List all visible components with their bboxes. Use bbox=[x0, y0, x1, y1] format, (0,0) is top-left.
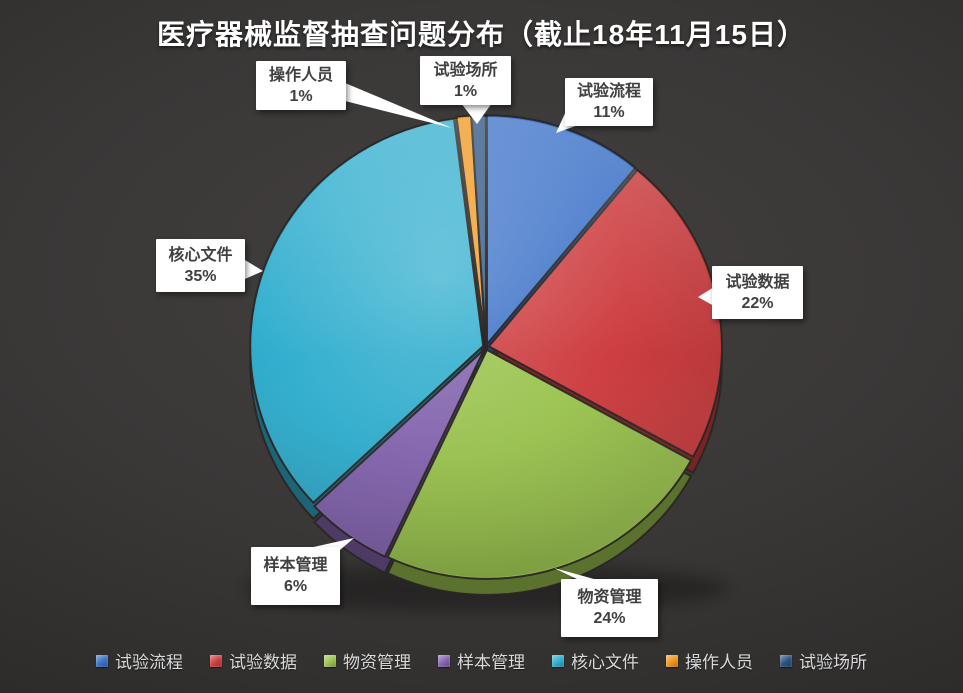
data-label-percent: 1% bbox=[453, 82, 478, 100]
data-label-category: 试验流程 bbox=[576, 83, 641, 100]
legend-item-2: 物资管理 bbox=[324, 648, 411, 673]
legend-label: 试验场所 bbox=[799, 653, 867, 672]
data-label-callout-4: 核心文件 35% bbox=[156, 239, 245, 292]
data-label-category: 核心文件 bbox=[168, 246, 233, 264]
data-label-percent: 24% bbox=[593, 610, 626, 627]
legend-item-3: 样本管理 bbox=[438, 648, 525, 673]
data-label-callout-3: 样本管理 6% bbox=[251, 547, 340, 605]
data-label-callout-5: 操作人员 1% bbox=[256, 61, 346, 110]
data-label-percent: 22% bbox=[741, 294, 774, 312]
data-label-percent: 35% bbox=[184, 267, 217, 285]
legend-marker-icon bbox=[780, 654, 792, 667]
callout-pointer-6 bbox=[461, 103, 492, 124]
data-label-callout-0: 试验流程 11% bbox=[565, 78, 653, 126]
legend-label: 操作人员 bbox=[685, 653, 753, 672]
legend-label: 试验流程 bbox=[115, 653, 183, 672]
legend-marker-icon bbox=[210, 654, 222, 667]
legend-item-0: 试验流程 bbox=[96, 648, 183, 673]
callout-pointer-4 bbox=[245, 260, 263, 279]
chart-legend: 试验流程 试验数据 物资管理 样本管理 核心文件 操作人员 试验场所 bbox=[0, 648, 963, 673]
legend-label: 物资管理 bbox=[343, 653, 411, 672]
legend-item-5: 操作人员 bbox=[666, 648, 753, 673]
legend-marker-icon bbox=[96, 654, 108, 667]
data-label-percent: 11% bbox=[593, 104, 625, 121]
legend-marker-icon bbox=[552, 654, 564, 667]
data-label-percent: 6% bbox=[283, 578, 308, 595]
legend-item-1: 试验数据 bbox=[210, 648, 297, 673]
chart-title: 医疗器械监督抽查问题分布（截止18年11月15日） bbox=[157, 19, 806, 50]
legend-label: 试验数据 bbox=[229, 653, 297, 672]
callout-pointer-1 bbox=[698, 287, 714, 306]
legend-marker-icon bbox=[324, 654, 336, 667]
callout-pointer-2 bbox=[554, 568, 605, 582]
data-label-callout-1: 试验数据 22% bbox=[712, 266, 803, 319]
data-label-percent: 1% bbox=[289, 87, 313, 105]
legend-item-6: 试验场所 bbox=[780, 648, 867, 673]
callout-pointer-5 bbox=[345, 83, 452, 128]
legend-label: 样本管理 bbox=[457, 653, 525, 672]
data-label-callout-6: 试验场所 1% bbox=[420, 56, 511, 105]
legend-marker-icon bbox=[438, 654, 450, 667]
data-label-category: 试验场所 bbox=[433, 61, 498, 79]
data-label-category: 操作人员 bbox=[268, 66, 333, 84]
data-label-category: 试验数据 bbox=[725, 273, 790, 291]
data-label-category: 物资管理 bbox=[577, 589, 642, 606]
data-label-category: 样本管理 bbox=[263, 557, 328, 574]
data-label-callout-2: 物资管理 24% bbox=[561, 579, 658, 637]
legend-label: 核心文件 bbox=[571, 653, 639, 672]
legend-item-4: 核心文件 bbox=[552, 648, 639, 673]
legend-marker-icon bbox=[666, 654, 678, 667]
